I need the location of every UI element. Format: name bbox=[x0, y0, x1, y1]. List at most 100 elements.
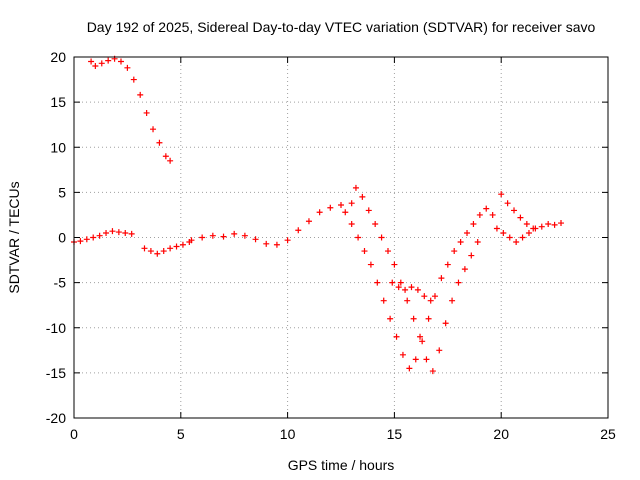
x-tick-label: 10 bbox=[280, 426, 296, 442]
data-point bbox=[348, 220, 355, 227]
data-point bbox=[419, 338, 426, 345]
data-point bbox=[500, 229, 507, 236]
data-point bbox=[470, 220, 477, 227]
data-point bbox=[474, 239, 481, 246]
data-point bbox=[378, 234, 385, 241]
data-point bbox=[404, 297, 411, 304]
data-point bbox=[513, 239, 520, 246]
data-point bbox=[449, 297, 456, 304]
plot-frame bbox=[73, 56, 609, 419]
x-tick-label: 0 bbox=[70, 426, 78, 442]
data-point bbox=[92, 63, 99, 70]
data-point bbox=[436, 347, 443, 354]
data-point bbox=[517, 214, 524, 221]
data-point bbox=[387, 315, 394, 322]
data-point bbox=[88, 58, 95, 65]
data-point bbox=[468, 252, 475, 259]
data-point bbox=[412, 356, 419, 363]
data-point bbox=[455, 279, 462, 286]
data-point bbox=[355, 234, 362, 241]
x-tick-label: 15 bbox=[387, 426, 403, 442]
y-tick-label: -10 bbox=[46, 320, 66, 336]
y-tick-label: 15 bbox=[50, 94, 66, 110]
data-point bbox=[77, 238, 84, 245]
data-point bbox=[538, 223, 545, 230]
data-point bbox=[199, 234, 206, 241]
data-point bbox=[399, 351, 406, 358]
x-tick-label: 25 bbox=[600, 426, 616, 442]
data-point bbox=[444, 261, 451, 268]
data-point bbox=[489, 211, 496, 218]
data-point bbox=[128, 230, 135, 237]
data-point bbox=[457, 239, 464, 246]
data-point bbox=[483, 205, 490, 212]
data-point bbox=[96, 232, 103, 239]
data-point bbox=[406, 365, 413, 372]
data-point bbox=[511, 207, 518, 214]
data-point bbox=[431, 293, 438, 300]
data-point bbox=[367, 261, 374, 268]
data-point bbox=[98, 60, 105, 67]
data-point bbox=[105, 57, 112, 64]
y-tick-label: -5 bbox=[54, 275, 67, 291]
points-layer bbox=[71, 55, 565, 375]
data-point bbox=[342, 209, 349, 216]
series-seg-a bbox=[71, 228, 135, 246]
data-point bbox=[402, 286, 409, 293]
series-seg-d bbox=[188, 200, 355, 248]
data-point bbox=[167, 157, 174, 164]
data-point bbox=[295, 227, 302, 234]
data-point bbox=[558, 220, 565, 227]
data-point bbox=[162, 153, 169, 160]
data-point bbox=[143, 109, 150, 116]
data-point bbox=[103, 229, 110, 236]
data-point bbox=[461, 266, 468, 273]
y-tick-label: 20 bbox=[50, 49, 66, 65]
tick-layer: 0 5 10 15 20 25 -20 -15 -10 -5 0 5 10 15 20 bbox=[46, 49, 616, 442]
data-point bbox=[160, 248, 167, 255]
data-point bbox=[393, 333, 400, 340]
data-point bbox=[188, 237, 195, 244]
data-point bbox=[525, 229, 532, 236]
data-point bbox=[284, 237, 291, 244]
data-point bbox=[504, 200, 511, 207]
data-point bbox=[438, 275, 445, 282]
x-tick-label: 20 bbox=[493, 426, 509, 442]
y-tick-label: -15 bbox=[46, 365, 66, 381]
data-point bbox=[156, 139, 163, 146]
data-point bbox=[137, 91, 144, 98]
data-point bbox=[417, 333, 424, 340]
data-point bbox=[147, 248, 154, 255]
x-tick-label: 5 bbox=[177, 426, 185, 442]
chart-title: Day 192 of 2025, Sidereal Day-to-day VTE… bbox=[87, 19, 596, 35]
data-point bbox=[365, 207, 372, 214]
data-point bbox=[90, 234, 97, 241]
data-point bbox=[173, 243, 180, 250]
data-point bbox=[154, 250, 161, 257]
data-point bbox=[519, 234, 526, 241]
series-seg-h bbox=[498, 191, 537, 232]
data-point bbox=[391, 261, 398, 268]
data-point bbox=[389, 279, 396, 286]
data-point bbox=[498, 191, 505, 198]
data-point bbox=[421, 293, 428, 300]
x-axis-label: GPS time / hours bbox=[288, 457, 395, 473]
data-point bbox=[551, 221, 558, 228]
y-tick-label: -20 bbox=[46, 410, 66, 426]
data-point bbox=[429, 368, 436, 375]
data-point bbox=[374, 279, 381, 286]
data-point bbox=[231, 230, 238, 237]
series-seg-b bbox=[88, 55, 174, 164]
data-point bbox=[209, 232, 216, 239]
data-point bbox=[476, 211, 483, 218]
data-point bbox=[493, 225, 500, 232]
data-point bbox=[305, 218, 312, 225]
series-seg-c bbox=[141, 239, 193, 257]
data-point bbox=[372, 220, 379, 227]
y-tick-label: 5 bbox=[58, 184, 66, 200]
data-point bbox=[124, 64, 131, 71]
data-point bbox=[220, 233, 227, 240]
data-point bbox=[241, 232, 248, 239]
data-point bbox=[506, 234, 513, 241]
